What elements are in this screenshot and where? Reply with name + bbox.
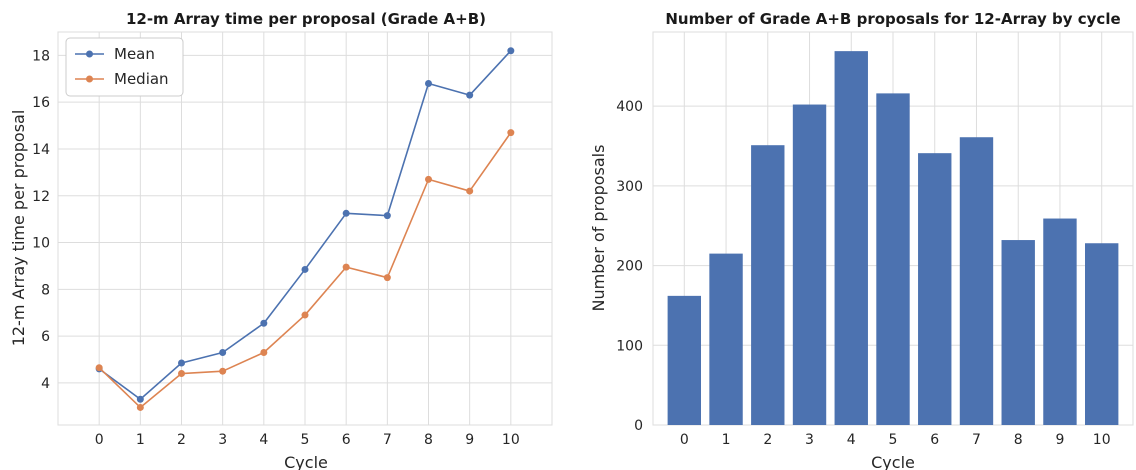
- line-chart-series: [95, 47, 515, 411]
- line-chart-x-tick-label: 10: [502, 432, 520, 448]
- bar-chart-x-tick-label: 2: [763, 432, 772, 448]
- bar-chart-y-tick-label: 400: [616, 99, 643, 115]
- bar-chart-x-ticks: 0 1 2 3 4 5 6 7 8 9 10: [680, 432, 1111, 448]
- bar-chart-x-tick-label: 3: [805, 432, 814, 448]
- bar-chart-title: Number of Grade A+B proposals for 12-Arr…: [665, 10, 1120, 28]
- line-chart-y-tick-label: 18: [32, 48, 50, 64]
- bar: [1001, 240, 1035, 425]
- bar-chart-y-ticks: 0 100 200 300 400: [616, 99, 643, 434]
- data-point-median: [178, 370, 185, 378]
- data-point-median: [136, 403, 144, 411]
- bar-chart-x-tick-label: 8: [1014, 432, 1023, 448]
- bar: [834, 51, 868, 426]
- data-point-mean: [425, 79, 432, 87]
- line-chart-x-tick-label: 1: [136, 432, 145, 448]
- line-chart-x-tick-label: 5: [301, 432, 310, 448]
- line-chart-x-tick-label: 9: [465, 432, 474, 448]
- line-chart-x-tick-label: 8: [424, 432, 433, 448]
- data-point-median: [466, 187, 474, 195]
- data-point-median: [342, 263, 350, 271]
- data-point-mean: [342, 209, 350, 217]
- bar-chart-bars: [667, 51, 1119, 426]
- bar: [792, 104, 827, 426]
- line-chart-y-tick-label: 16: [32, 95, 50, 111]
- line-chart-y-tick-label: 14: [32, 142, 50, 158]
- bar: [709, 253, 743, 425]
- bar-chart-x-tick-label: 9: [1055, 432, 1064, 448]
- bar: [918, 153, 952, 426]
- legend-box: [65, 37, 184, 97]
- data-point-mean: [301, 265, 309, 273]
- line-chart-title: 12-m Array time per proposal (Grade A+B): [126, 10, 486, 28]
- line-chart: 12-m Array time per proposal (Grade A+B)…: [9, 10, 553, 470]
- bar: [876, 93, 910, 425]
- data-point-mean: [219, 348, 227, 356]
- bar: [1043, 218, 1077, 425]
- legend-median-label: Median: [114, 70, 169, 88]
- line-chart-x-tick-label: 3: [218, 432, 227, 448]
- line-chart-grid: [58, 32, 552, 425]
- bar-chart-y-axis-label: Number of proposals: [589, 145, 608, 312]
- line-chart-x-tick-label: 0: [95, 432, 104, 448]
- bar-chart-x-tick-label: 1: [722, 432, 731, 448]
- bar-chart-y-tick-label: 300: [616, 179, 643, 195]
- data-point-median: [301, 311, 309, 319]
- bar-chart: Number of Grade A+B proposals for 12-Arr…: [589, 10, 1134, 470]
- bar: [751, 145, 785, 425]
- bar-chart-x-axis-label: Cycle: [871, 453, 915, 470]
- bar-chart-x-tick-label: 7: [972, 432, 981, 448]
- bar-chart-y-tick-label: 0: [634, 418, 643, 434]
- line-chart-x-tick-label: 7: [383, 432, 392, 448]
- line-chart-y-axis-label: 12-m Array time per proposal: [9, 110, 28, 347]
- data-point-mean: [178, 359, 185, 367]
- line-chart-x-tick-label: 6: [342, 432, 351, 448]
- bar-chart-y-tick-label: 200: [616, 259, 643, 275]
- data-point-median: [95, 364, 103, 372]
- data-point-median: [260, 348, 268, 356]
- line-chart-legend: Mean Median: [65, 37, 184, 97]
- bar: [1085, 243, 1119, 425]
- data-point-mean: [260, 319, 268, 327]
- bar-chart-x-tick-label: 6: [930, 432, 939, 448]
- bar-chart-x-tick-label: 4: [847, 432, 856, 448]
- data-point-median: [425, 175, 432, 183]
- bar-chart-x-tick-label: 0: [680, 432, 689, 448]
- line-chart-y-tick-label: 6: [41, 329, 50, 345]
- bar-chart-x-tick-label: 10: [1093, 432, 1111, 448]
- data-point-median: [507, 129, 515, 137]
- data-point-mean: [136, 395, 144, 403]
- bar: [959, 137, 994, 425]
- line-chart-y-tick-label: 12: [32, 189, 50, 205]
- line-chart-y-tick-label: 8: [41, 282, 50, 298]
- legend-mean-marker: [86, 50, 93, 58]
- line-chart-y-tick-label: 4: [41, 376, 50, 392]
- line-chart-x-ticks: 0 1 2 3 4 5 6 7 8 9 10: [95, 432, 520, 448]
- data-point-mean: [466, 91, 474, 99]
- legend-median-marker: [86, 75, 93, 83]
- line-chart-y-tick-label: 10: [32, 236, 50, 252]
- data-point-median: [383, 274, 391, 282]
- line-chart-x-tick-label: 2: [177, 432, 186, 448]
- bar: [667, 295, 701, 425]
- data-point-median: [219, 367, 227, 375]
- data-point-mean: [507, 47, 515, 55]
- data-point-mean: [383, 212, 391, 220]
- bar-chart-x-tick-label: 5: [889, 432, 898, 448]
- line-chart-y-ticks: 4 6 8 10 12 14 16 18: [32, 48, 50, 392]
- legend-mean-label: Mean: [114, 45, 155, 63]
- bar-chart-y-tick-label: 100: [616, 338, 643, 354]
- line-chart-x-axis-label: Cycle: [284, 453, 328, 470]
- line-chart-x-tick-label: 4: [259, 432, 268, 448]
